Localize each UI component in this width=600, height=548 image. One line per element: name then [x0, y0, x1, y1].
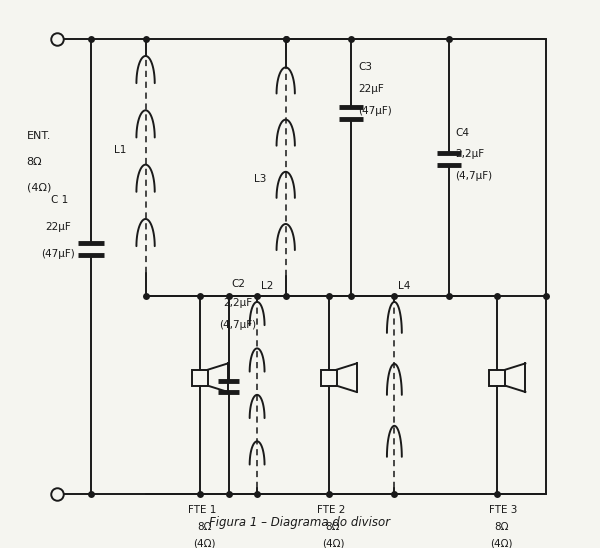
Text: FTE 1: FTE 1: [188, 505, 217, 515]
Text: 22μF: 22μF: [46, 222, 71, 232]
Text: (47μF): (47μF): [358, 106, 392, 116]
Bar: [192, 370, 208, 386]
Text: C2: C2: [232, 278, 245, 289]
Text: L2: L2: [260, 281, 273, 291]
Text: L1: L1: [114, 145, 127, 155]
Text: 22μF: 22μF: [358, 84, 384, 94]
Text: (4Ω): (4Ω): [490, 539, 513, 548]
Text: (47μF): (47μF): [41, 249, 75, 259]
Text: ENT.: ENT.: [26, 131, 51, 141]
Text: (4Ω): (4Ω): [26, 182, 51, 192]
Text: L3: L3: [254, 174, 266, 184]
Text: (4Ω): (4Ω): [322, 539, 344, 548]
Text: C 1: C 1: [51, 196, 68, 206]
Text: FTE 3: FTE 3: [489, 505, 517, 515]
Text: FTE 2: FTE 2: [317, 505, 346, 515]
Bar: [490, 370, 505, 386]
Text: (4,7μF): (4,7μF): [220, 320, 256, 330]
Text: Figura 1 – Diagrama do divisor: Figura 1 – Diagrama do divisor: [209, 516, 391, 529]
Text: 8Ω: 8Ω: [197, 522, 212, 532]
Bar: [320, 370, 337, 386]
Text: 8Ω: 8Ω: [494, 522, 509, 532]
Text: 8Ω: 8Ω: [26, 157, 42, 167]
Text: L4: L4: [398, 281, 410, 291]
Text: 2,2μF: 2,2μF: [455, 150, 485, 159]
Text: (4,7μF): (4,7μF): [455, 171, 493, 181]
Text: 2,2μF: 2,2μF: [223, 298, 252, 308]
Text: (4Ω): (4Ω): [193, 539, 215, 548]
Text: C3: C3: [358, 62, 373, 72]
Text: C4: C4: [455, 128, 470, 138]
Text: 8Ω: 8Ω: [326, 522, 340, 532]
